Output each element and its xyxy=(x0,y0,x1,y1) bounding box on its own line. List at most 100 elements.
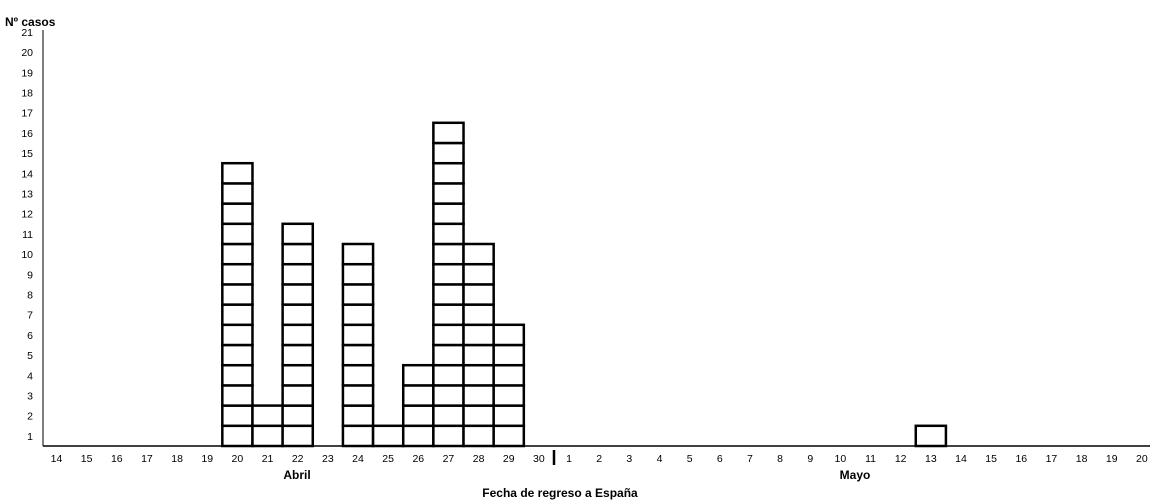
case-box xyxy=(371,424,405,448)
x-tick-label: 10 xyxy=(835,453,847,465)
case-box xyxy=(432,262,465,286)
y-tick-label: 11 xyxy=(22,229,33,241)
x-tick-label: 13 xyxy=(925,453,937,465)
case-box xyxy=(281,303,315,327)
x-tick-label: 18 xyxy=(1076,453,1088,465)
x-tick-label: 22 xyxy=(292,453,304,465)
case-box xyxy=(462,283,495,306)
case-box xyxy=(492,384,526,407)
y-tick-label: 8 xyxy=(27,290,33,302)
y-tick-label: 21 xyxy=(21,27,33,39)
case-box xyxy=(221,384,254,407)
case-box xyxy=(341,242,375,266)
y-tick-label: 16 xyxy=(21,128,33,140)
x-tick-label: 2 xyxy=(596,453,602,465)
month-label-abril: Abril xyxy=(283,468,310,482)
case-box xyxy=(221,182,254,205)
x-tick-label: 20 xyxy=(1136,453,1148,465)
y-tick-label: 12 xyxy=(21,209,33,221)
case-box xyxy=(432,242,465,266)
case-box xyxy=(462,384,495,407)
case-box xyxy=(341,343,375,367)
case-box xyxy=(281,384,315,407)
case-box xyxy=(281,283,315,306)
x-tick-label: 4 xyxy=(657,453,663,465)
case-box xyxy=(341,283,375,306)
case-box xyxy=(914,424,948,448)
x-tick-label: 3 xyxy=(626,453,632,465)
case-box xyxy=(281,222,315,246)
y-tick-label: 5 xyxy=(27,350,33,362)
case-box xyxy=(281,343,315,367)
case-box xyxy=(432,404,465,428)
case-box xyxy=(432,141,465,165)
month-label-mayo: Mayo xyxy=(840,468,871,482)
x-tick-label: 16 xyxy=(1015,453,1027,465)
x-tick-label: 25 xyxy=(382,453,394,465)
case-box xyxy=(221,283,254,306)
case-box xyxy=(221,242,254,266)
y-tick-label: 3 xyxy=(27,391,33,403)
case-box xyxy=(492,323,526,347)
case-box xyxy=(401,404,435,428)
case-box xyxy=(492,343,526,367)
case-box xyxy=(281,242,315,266)
case-box xyxy=(432,343,465,367)
y-tick-label: 9 xyxy=(27,269,33,281)
x-axis-label: Fecha de regreso a España xyxy=(482,486,638,500)
case-box xyxy=(401,424,435,448)
case-box xyxy=(462,262,495,286)
x-tick-label: 1 xyxy=(566,453,572,465)
x-tick-label: 14 xyxy=(955,453,967,465)
x-tick-labels: 14 15 16 17 18 19 20 21 22 23 24 25 26 27 28 29 30 1 2 3 4 5 6… xyxy=(51,453,1148,465)
case-box xyxy=(432,202,465,226)
case-box xyxy=(221,404,254,428)
case-box xyxy=(492,404,526,428)
case-box xyxy=(432,222,465,246)
case-box xyxy=(221,323,254,347)
x-tick-label: 11 xyxy=(865,453,876,465)
y-tick-label: 20 xyxy=(21,47,33,59)
y-tick-label: 14 xyxy=(21,168,33,180)
case-box xyxy=(492,363,526,387)
case-box xyxy=(281,323,315,347)
y-tick-label: 17 xyxy=(21,108,33,120)
x-tick-label: 14 xyxy=(51,453,63,465)
case-box xyxy=(432,283,465,306)
case-box xyxy=(341,424,375,448)
case-box xyxy=(432,363,465,387)
x-tick-label: 30 xyxy=(533,453,545,465)
case-box xyxy=(462,424,495,448)
case-box xyxy=(281,424,315,448)
y-tick-label: 6 xyxy=(27,330,33,342)
case-box xyxy=(251,404,284,428)
case-box xyxy=(341,384,375,407)
case-box xyxy=(401,384,435,407)
x-tick-label: 23 xyxy=(322,453,334,465)
case-box xyxy=(251,424,284,448)
case-box xyxy=(492,424,526,448)
x-tick-label: 28 xyxy=(473,453,485,465)
case-box xyxy=(401,363,435,387)
x-tick-label: 9 xyxy=(807,453,813,465)
y-tick-label: 13 xyxy=(21,189,33,201)
x-tick-label: 20 xyxy=(232,453,244,465)
case-box xyxy=(281,262,315,286)
case-box xyxy=(221,222,254,246)
case-box xyxy=(221,363,254,387)
y-tick-label: 15 xyxy=(21,148,33,160)
x-tick-label: 15 xyxy=(985,453,997,465)
x-tick-label: 29 xyxy=(503,453,515,465)
case-box xyxy=(221,262,254,286)
case-box xyxy=(462,363,495,387)
x-tick-label: 19 xyxy=(201,453,213,465)
y-tick-label: 10 xyxy=(21,249,33,261)
x-tick-label: 5 xyxy=(687,453,693,465)
case-box xyxy=(341,404,375,428)
x-tick-label: 6 xyxy=(717,453,723,465)
case-box xyxy=(432,424,465,448)
y-tick-label: 7 xyxy=(27,310,33,322)
y-axis-label: Nº casos xyxy=(5,15,56,29)
